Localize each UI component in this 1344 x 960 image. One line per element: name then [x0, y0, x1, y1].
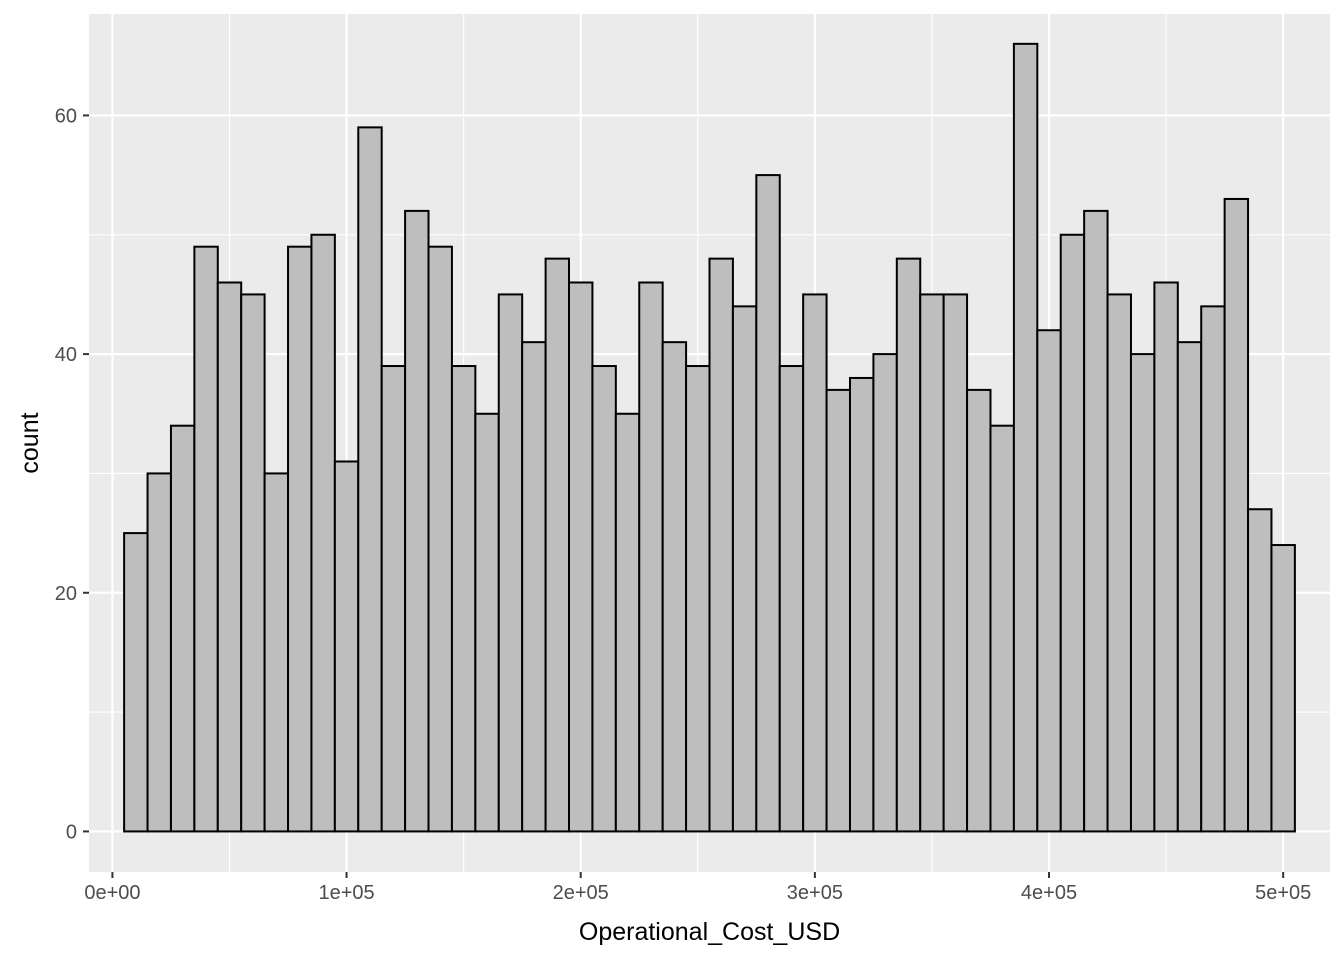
x-axis-title: Operational_Cost_USD — [579, 918, 840, 946]
histogram-bar — [966, 388, 992, 833]
histogram-bar — [1106, 293, 1132, 833]
x-tick-label: 3e+05 — [787, 882, 843, 904]
histogram-bar — [778, 365, 805, 833]
y-tick-label: 20 — [55, 583, 77, 605]
histogram-bar — [169, 424, 196, 833]
histogram-bar — [123, 532, 149, 833]
histogram-bar — [685, 365, 711, 833]
histogram-bar — [1270, 544, 1296, 833]
x-tick-label: 1e+05 — [318, 882, 374, 904]
histogram-bar — [497, 293, 524, 833]
histogram-bars — [123, 42, 1296, 833]
histogram-bar — [919, 293, 945, 833]
histogram-bar — [802, 293, 828, 833]
x-tick-label: 0e+00 — [84, 882, 140, 904]
y-tick-label: 40 — [55, 344, 77, 366]
histogram-bar — [216, 281, 243, 833]
histogram-bar — [1129, 353, 1156, 833]
histogram-bar — [357, 126, 383, 833]
histogram-bar — [404, 209, 430, 833]
histogram-bar — [1036, 329, 1062, 833]
histogram-bar — [1012, 42, 1039, 833]
histogram-bar — [895, 257, 922, 833]
histogram-bar — [638, 281, 664, 833]
histogram-bar — [310, 233, 336, 833]
histogram-bar — [333, 460, 360, 833]
histogram-bar — [474, 412, 500, 833]
histogram-bar — [1247, 508, 1273, 833]
histogram-bar — [1083, 209, 1109, 833]
histogram-bar — [848, 376, 875, 833]
histogram-bar — [872, 353, 898, 833]
x-tick-label: 4e+05 — [1021, 882, 1077, 904]
histogram-bar — [521, 341, 547, 833]
histogram-bar — [591, 365, 617, 833]
histogram-bar — [942, 293, 969, 833]
y-tick-label: 0 — [66, 821, 77, 843]
histogram-bar — [193, 245, 219, 833]
histogram-bar — [450, 365, 477, 833]
histogram-bar — [1176, 341, 1203, 833]
histogram-bar — [1223, 197, 1250, 833]
histogram-bar — [380, 365, 407, 833]
histogram-bar — [240, 293, 266, 833]
histogram-bar — [825, 388, 851, 833]
histogram-bar — [614, 412, 641, 833]
histogram-bar — [1059, 233, 1086, 833]
histogram-bar — [427, 245, 453, 833]
histogram-bar — [1200, 305, 1226, 833]
histogram-bar — [661, 341, 688, 833]
x-tick-label: 2e+05 — [553, 882, 609, 904]
histogram-bar — [544, 257, 571, 833]
y-axis: 0 20 40 60 — [55, 105, 89, 843]
histogram-bar — [568, 281, 594, 833]
histogram-bar — [263, 472, 290, 833]
histogram-bar — [731, 305, 758, 833]
x-axis: 0e+00 1e+05 2e+05 3e+05 4e+05 5e+05 — [84, 872, 1311, 904]
histogram-bar — [1153, 281, 1179, 833]
y-tick-label: 60 — [55, 105, 77, 127]
histogram-bar — [989, 424, 1015, 833]
x-tick-label: 5e+05 — [1255, 882, 1311, 904]
histogram-bar — [755, 174, 781, 833]
histogram-bar — [287, 245, 313, 833]
histogram-bar — [708, 257, 734, 833]
histogram-bar — [146, 472, 172, 833]
y-axis-title: count — [16, 412, 44, 473]
